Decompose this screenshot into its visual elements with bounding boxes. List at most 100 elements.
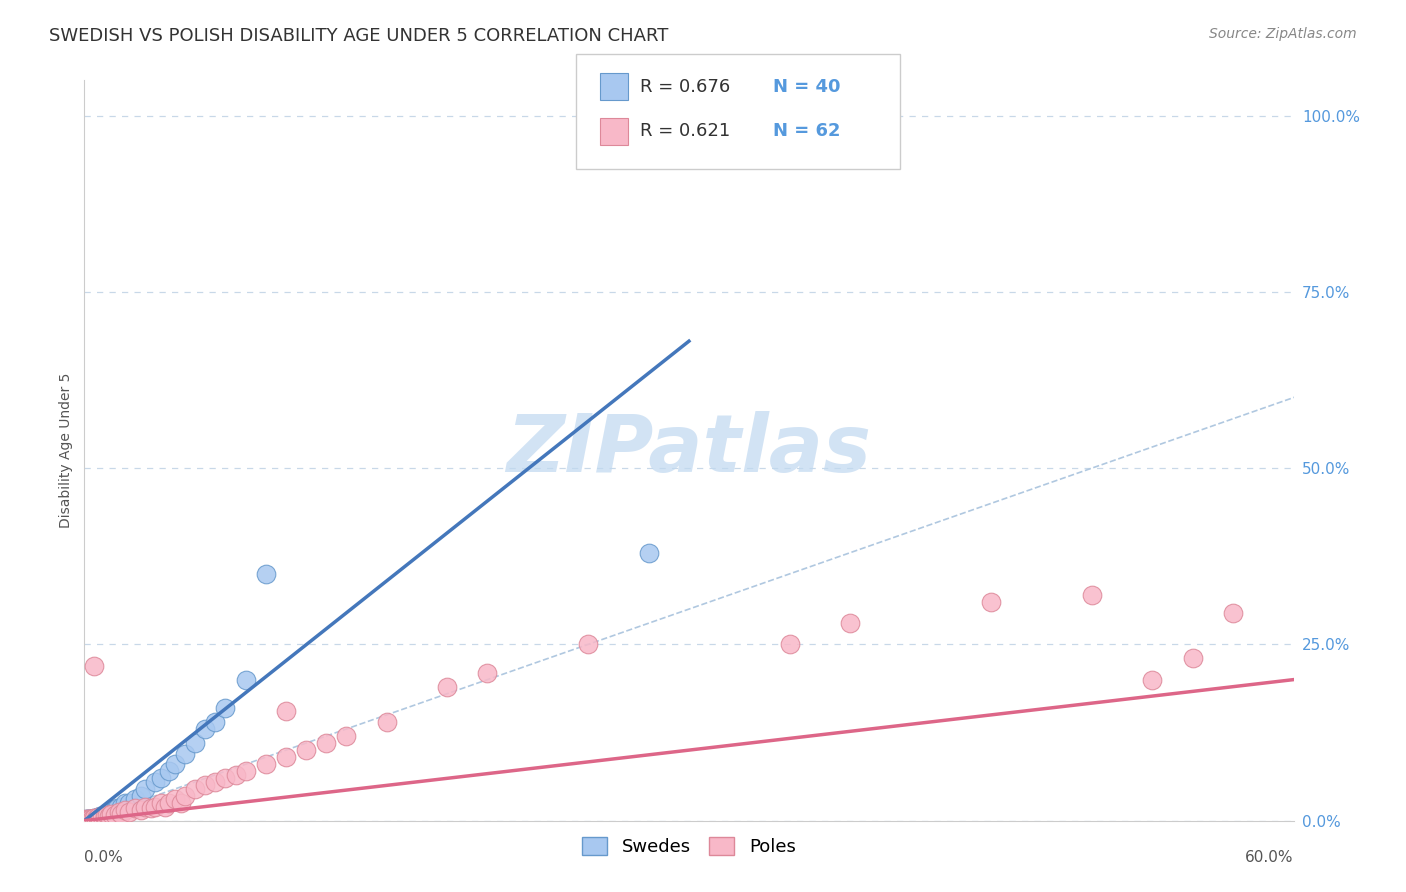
Point	[153, 799, 176, 814]
Point	[105, 801, 128, 815]
Point	[124, 801, 146, 815]
Text: R = 0.676: R = 0.676	[640, 78, 730, 95]
Point	[194, 722, 217, 736]
Point	[89, 811, 111, 825]
Point	[235, 673, 257, 687]
Point	[75, 812, 97, 826]
Point	[214, 701, 236, 715]
Point	[124, 792, 146, 806]
Point	[157, 764, 180, 779]
Point	[100, 806, 122, 821]
Legend: Swedes, Poles: Swedes, Poles	[575, 830, 803, 863]
Point	[1081, 588, 1104, 602]
Point	[86, 812, 108, 826]
Point	[174, 747, 197, 761]
Point	[82, 812, 104, 826]
Point	[114, 803, 136, 817]
Point	[157, 796, 180, 810]
Point	[86, 812, 108, 826]
Point	[79, 813, 101, 827]
Point	[779, 637, 801, 651]
Text: ZIPatlas: ZIPatlas	[506, 411, 872, 490]
Point	[118, 805, 141, 820]
Point	[477, 665, 499, 680]
Point	[87, 810, 110, 824]
Point	[93, 811, 115, 825]
Point	[83, 812, 105, 826]
Point	[83, 658, 105, 673]
Point	[104, 803, 127, 817]
Point	[1222, 606, 1244, 620]
Point	[77, 812, 100, 826]
Point	[110, 806, 132, 821]
Text: 60.0%: 60.0%	[1246, 850, 1294, 865]
Point	[225, 768, 247, 782]
Point	[1142, 673, 1164, 687]
Point	[97, 808, 120, 822]
Point	[87, 812, 110, 826]
Point	[110, 799, 132, 814]
Point	[91, 811, 114, 825]
Point	[576, 637, 599, 651]
Point	[114, 796, 136, 810]
Point	[82, 812, 104, 826]
Point	[79, 812, 101, 826]
Point	[107, 805, 129, 820]
Point	[75, 813, 97, 827]
Point	[254, 757, 277, 772]
Point	[194, 778, 217, 792]
Point	[214, 772, 236, 786]
Point	[77, 813, 100, 827]
Point	[104, 808, 127, 822]
Point	[86, 812, 108, 826]
Point	[91, 810, 114, 824]
Text: N = 62: N = 62	[773, 122, 841, 140]
Point	[184, 781, 207, 796]
Point	[118, 796, 141, 810]
Point	[82, 813, 104, 827]
Point	[134, 799, 156, 814]
Point	[75, 813, 97, 827]
Point	[184, 736, 207, 750]
Point	[97, 808, 120, 822]
Point	[87, 810, 110, 824]
Point	[143, 775, 166, 789]
Point	[83, 812, 105, 826]
Point	[254, 566, 277, 581]
Point	[295, 743, 318, 757]
Point	[235, 764, 257, 779]
Point	[134, 781, 156, 796]
Text: Source: ZipAtlas.com: Source: ZipAtlas.com	[1209, 27, 1357, 41]
Point	[96, 808, 118, 822]
Point	[436, 680, 458, 694]
Point	[274, 704, 297, 718]
Point	[82, 812, 104, 826]
Point	[129, 803, 152, 817]
Point	[77, 812, 100, 826]
Point	[129, 789, 152, 803]
Text: R = 0.621: R = 0.621	[640, 122, 730, 140]
Point	[315, 736, 337, 750]
Point	[93, 808, 115, 822]
Point	[75, 812, 97, 826]
Point	[149, 796, 172, 810]
Point	[96, 806, 118, 821]
Point	[149, 772, 172, 786]
Text: N = 40: N = 40	[773, 78, 841, 95]
Point	[77, 812, 100, 826]
Text: 0.0%: 0.0%	[84, 850, 124, 865]
Point	[274, 750, 297, 764]
Point	[165, 792, 187, 806]
Point	[637, 546, 659, 560]
Point	[1181, 651, 1204, 665]
Point	[79, 812, 101, 826]
Point	[139, 801, 162, 815]
Point	[143, 799, 166, 814]
Point	[83, 811, 105, 825]
Point	[170, 796, 193, 810]
Point	[93, 809, 115, 823]
Point	[89, 809, 111, 823]
Point	[86, 811, 108, 825]
Point	[839, 616, 862, 631]
Text: SWEDISH VS POLISH DISABILITY AGE UNDER 5 CORRELATION CHART: SWEDISH VS POLISH DISABILITY AGE UNDER 5…	[49, 27, 669, 45]
